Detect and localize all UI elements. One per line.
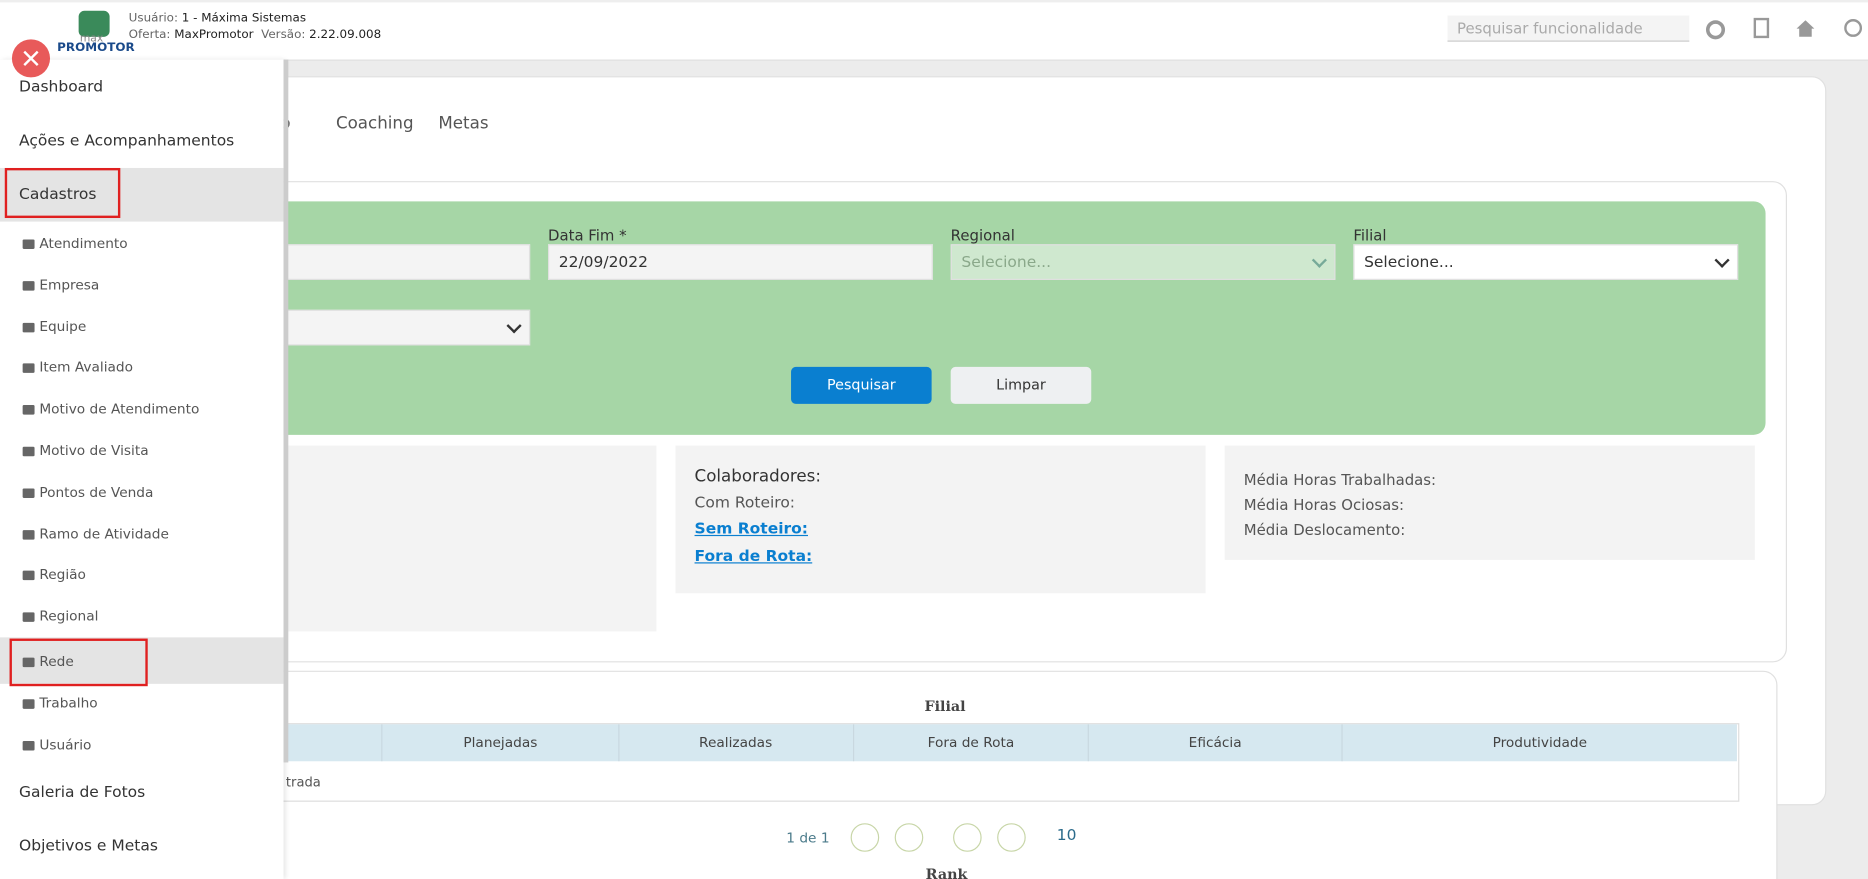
home-icon[interactable] <box>1796 20 1815 37</box>
page-size[interactable]: 10 <box>1056 826 1077 845</box>
pagination-info: 1 de 1 <box>786 829 830 846</box>
submenu-item[interactable]: Ramo de Atividade <box>39 524 169 542</box>
select-value: Selecione... <box>1364 253 1454 272</box>
select-value: Selecione... <box>961 253 1052 272</box>
value: MaxPromotor <box>174 28 254 42</box>
logo-text: PROMOTOR <box>57 41 135 55</box>
menu-icon <box>22 239 35 249</box>
label: Regional <box>950 226 1015 245</box>
menu-icon <box>22 571 35 581</box>
section-title: Rank <box>925 866 968 879</box>
menu-icon <box>22 488 35 498</box>
stat-label: Média Horas Ociosas: <box>1243 495 1405 514</box>
menu-icon <box>22 405 35 415</box>
logo-text: max <box>79 33 104 46</box>
table-header <box>238 724 1737 762</box>
clear-button[interactable]: Limpar <box>950 366 1092 404</box>
menu-item[interactable]: Objetivos e Metas <box>19 837 158 856</box>
menu-icon <box>22 363 35 374</box>
stat-label: Com Roteiro: <box>694 494 796 513</box>
regional-select[interactable]: Selecione... <box>950 244 1336 280</box>
next-page[interactable] <box>953 823 982 852</box>
submenu-item[interactable]: Pontos de Venda <box>39 483 154 501</box>
menu-item[interactable]: Dashboard <box>19 78 104 97</box>
menu-item[interactable]: Galeria de Fotos <box>19 783 146 802</box>
tab[interactable]: Coaching <box>335 114 414 134</box>
submenu-item[interactable]: Motivo de Atendimento <box>39 400 200 418</box>
table-title: Filial <box>924 698 966 715</box>
submenu-item[interactable]: Trabalho <box>39 694 98 711</box>
stat-label: Colaboradores: <box>694 467 821 487</box>
search-input[interactable]: Pesquisar funcionalidade <box>1447 15 1690 42</box>
menu-icon <box>22 657 35 668</box>
submenu-item[interactable]: Motivo de Visita <box>39 441 149 459</box>
settings-icon[interactable] <box>1705 20 1726 40</box>
close-button[interactable] <box>11 39 51 78</box>
stat-box <box>238 445 657 632</box>
menu-highlight <box>0 637 284 684</box>
label: Filial <box>1353 226 1387 245</box>
highlight-box <box>9 638 148 687</box>
menu-icon <box>22 699 35 709</box>
tab[interactable]: Metas <box>438 114 489 134</box>
column-header[interactable]: Produtividade <box>1492 733 1588 751</box>
submenu-item[interactable]: Atendimento <box>39 234 128 252</box>
column-header[interactable]: Fora de Rota <box>854 724 1089 762</box>
report-icon[interactable] <box>1753 17 1770 39</box>
submenu-item[interactable]: Equipe <box>39 317 87 335</box>
stat-link[interactable]: Fora de Rota: <box>694 548 813 566</box>
search-button[interactable]: Pesquisar <box>791 366 932 404</box>
label: Usuário: <box>128 11 178 26</box>
stat-box <box>675 445 1206 594</box>
submenu-item[interactable]: Região <box>39 566 86 584</box>
last-page[interactable] <box>997 823 1026 852</box>
menu-item[interactable]: Cadastros <box>19 185 97 204</box>
column-header[interactable]: Eficácia <box>1089 724 1343 762</box>
logo-icon <box>78 10 110 37</box>
menu-icon <box>22 612 35 623</box>
menu-icon <box>22 529 35 540</box>
menu-icon <box>22 446 35 457</box>
column-header[interactable]: Planejadas <box>381 724 620 762</box>
submenu-item[interactable]: Usuário <box>39 735 92 753</box>
menu-icon <box>22 322 35 332</box>
submenu-item[interactable]: Regional <box>39 607 99 625</box>
stat-label: Média Horas Trabalhadas: <box>1243 470 1437 489</box>
user-info: Usuário: 1 - Máxima Sistemas <box>129 12 306 25</box>
submenu-item[interactable]: Item Avaliado <box>39 359 134 376</box>
empty-message: trada <box>285 774 321 790</box>
label: Oferta: <box>128 28 171 42</box>
label: Data Fim * <box>548 226 627 245</box>
menu-highlight <box>0 167 284 222</box>
submenu-item[interactable]: Rede <box>39 652 74 670</box>
submenu-item[interactable]: Empresa <box>39 276 100 293</box>
logout-icon[interactable] <box>1844 19 1863 37</box>
stat-label: Média Deslocamento: <box>1243 520 1406 539</box>
label: Versão: <box>261 28 306 42</box>
menu-icon <box>22 740 35 751</box>
menu-icon <box>22 280 35 291</box>
menu-item[interactable]: Ações e Acompanhamentos <box>19 132 235 151</box>
value: 2.22.09.008 <box>309 28 382 42</box>
scrollbar <box>283 59 289 763</box>
first-page[interactable] <box>850 823 880 852</box>
offer-info: Oferta: MaxPromotor Versão: 2.22.09.008 <box>129 29 382 42</box>
branch-select[interactable]: Selecione... <box>1353 244 1739 280</box>
highlight-box <box>4 167 121 219</box>
value: 1 - Máxima Sistemas <box>181 11 307 26</box>
stat-link[interactable]: Sem Roteiro: <box>694 520 809 539</box>
column-header[interactable]: Realizadas <box>618 724 855 762</box>
end-date-input[interactable]: 22/09/2022 <box>548 244 933 280</box>
prev-page[interactable] <box>894 823 924 852</box>
stat-box <box>1224 445 1755 560</box>
